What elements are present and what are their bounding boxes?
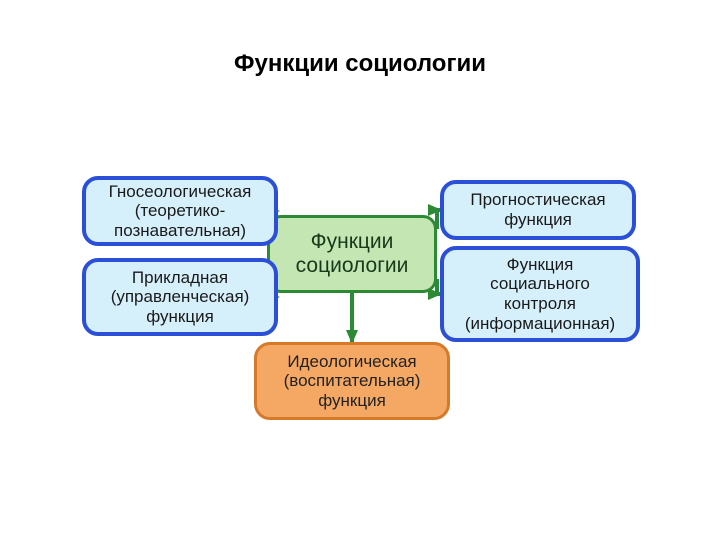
node-prognostic: Прогностическаяфункция — [440, 180, 636, 240]
node-label: Идеологическая(воспитательная)функция — [257, 352, 447, 411]
node-social-control: Функциясоциальногоконтроля(информационна… — [440, 246, 640, 342]
node-label: Гносеологическая(теоретико-познавательна… — [86, 182, 274, 241]
node-applied: Прикладная(управленческая)функция — [82, 258, 278, 336]
node-label: Прогностическаяфункция — [444, 190, 632, 229]
center-node: Функциисоциологии — [267, 215, 437, 293]
center-node-label: Функциисоциологии — [270, 230, 434, 278]
page-title: Функции социологии — [0, 50, 720, 78]
node-label: Функциясоциальногоконтроля(информационна… — [444, 255, 636, 333]
node-ideological: Идеологическая(воспитательная)функция — [254, 342, 450, 420]
node-label: Прикладная(управленческая)функция — [86, 268, 274, 327]
node-gnoseological: Гносеологическая(теоретико-познавательна… — [82, 176, 278, 246]
diagram-stage: Функции социологии Функциисоциологии Гно… — [0, 0, 720, 540]
